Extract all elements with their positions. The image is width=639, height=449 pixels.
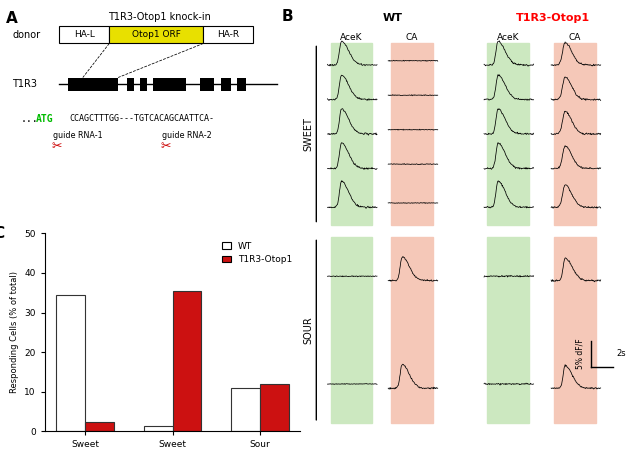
Text: AceK: AceK [340,33,363,42]
Text: CA: CA [569,33,581,42]
Bar [144,426,173,431]
Text: C: C [0,225,4,241]
Bar [153,78,186,91]
Bar [237,78,246,91]
Text: HA-L: HA-L [74,31,95,40]
Bar [68,78,118,91]
Text: 2s: 2s [617,349,626,358]
Y-axis label: Responding Cells (% of total): Responding Cells (% of total) [10,271,19,393]
Bar [127,78,134,91]
Text: HA-R: HA-R [217,31,240,40]
Bar [260,383,289,431]
Text: guide RNA-1: guide RNA-1 [54,131,103,140]
Bar [201,78,213,91]
Bar [331,44,372,224]
Bar [140,78,148,91]
Bar [173,291,201,431]
Text: ...: ... [21,114,39,124]
Bar [231,387,260,431]
Text: T1R3: T1R3 [12,79,37,89]
Text: guide RNA-2: guide RNA-2 [162,131,212,140]
Text: A: A [6,11,18,26]
Bar [554,44,596,224]
Bar [109,26,203,44]
Text: ✂: ✂ [161,141,171,154]
Bar [487,44,528,224]
Text: CCAGCTTTGG---TGTCACAGCAATTCA-: CCAGCTTTGG---TGTCACAGCAATTCA- [70,114,215,123]
Bar [221,78,231,91]
Bar [487,238,528,423]
Text: T1R3-Otop1: T1R3-Otop1 [516,13,590,23]
Text: AceK: AceK [497,33,520,42]
Bar [554,238,596,423]
Text: CA: CA [406,33,419,42]
Bar [391,44,433,224]
Text: ATG: ATG [36,114,54,124]
Text: SWEET: SWEET [304,117,313,151]
Text: donor: donor [12,30,40,40]
Text: SOUR: SOUR [304,316,313,344]
Text: B: B [281,9,293,24]
Bar [85,423,114,431]
Bar [391,238,433,423]
Bar [331,238,372,423]
Bar [56,295,85,431]
Text: ✂: ✂ [52,141,63,154]
Bar [203,26,253,44]
Bar [59,26,109,44]
Legend: WT, T1R3-Otop1: WT, T1R3-Otop1 [218,238,296,268]
Text: WT: WT [383,13,403,23]
Text: Otop1 ORF: Otop1 ORF [132,31,181,40]
Text: 5% dF/F: 5% dF/F [576,339,585,369]
Text: T1R3-Otop1 knock-in: T1R3-Otop1 knock-in [108,12,211,22]
